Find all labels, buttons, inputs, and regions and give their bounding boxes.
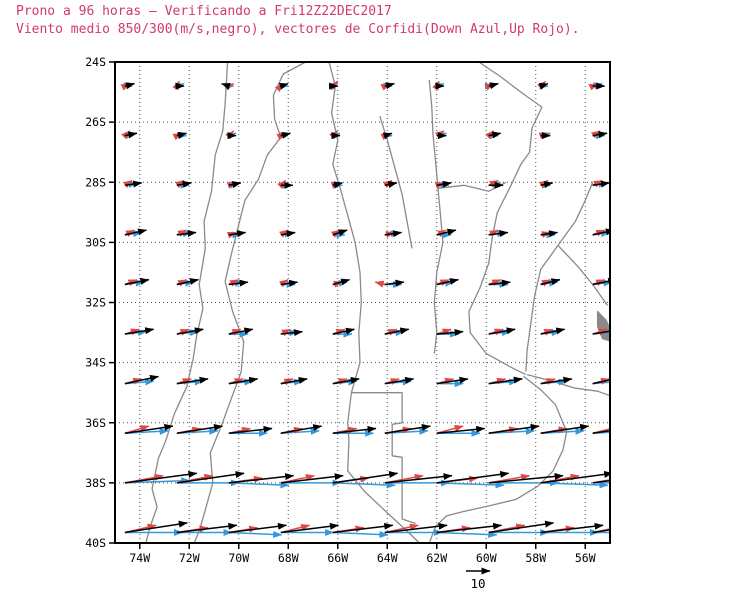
wind-vectors (120, 80, 611, 539)
lat-tick-label: 34S (85, 356, 106, 370)
map-outline (145, 61, 611, 544)
lat-tick-label: 40S (85, 536, 106, 550)
lon-tick-label: 68W (278, 551, 299, 565)
reference-vector: 10 (466, 567, 491, 591)
lat-tick-label: 26S (85, 115, 106, 129)
lat-tick-label: 38S (85, 476, 106, 490)
axis-labels: 74W 72W 70W 68W 66W 64W 62W 60W 58W 56W 24S 26S 28S 3… (85, 55, 595, 565)
chart-subtitle: Viento medio 850/300(m/s,negro), vectore… (16, 22, 580, 37)
chart-title: Prono a 96 horas – Verificando a Fri12Z2… (16, 4, 392, 19)
lon-tick-label: 58W (525, 551, 546, 565)
lon-tick-label: 72W (179, 551, 200, 565)
lat-tick-label: 24S (85, 55, 106, 69)
lat-tick-label: 32S (85, 296, 106, 310)
lat-tick-label: 28S (85, 175, 106, 189)
reference-vector-label: 10 (470, 576, 485, 591)
grid-lines (115, 61, 610, 544)
lat-tick-label: 30S (85, 235, 106, 249)
lon-tick-label: 66W (327, 551, 348, 565)
lat-tick-label: 36S (85, 416, 106, 430)
lon-tick-label: 74W (129, 551, 150, 565)
lon-tick-label: 64W (377, 551, 398, 565)
lon-tick-label: 60W (476, 551, 497, 565)
lon-tick-label: 62W (426, 551, 447, 565)
lon-tick-label: 56W (575, 551, 596, 565)
lon-tick-label: 70W (228, 551, 249, 565)
